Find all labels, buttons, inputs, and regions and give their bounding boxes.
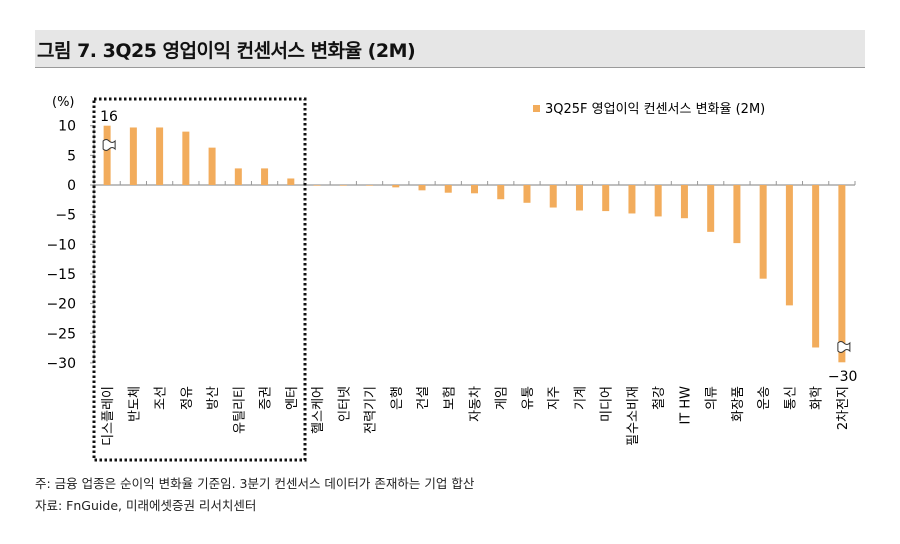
legend-label: 3Q25F 영업이익 컨센서스 변화율 (2M) <box>545 102 765 117</box>
y-tick-label: −25 <box>46 326 76 342</box>
x-tick-label: 유틸리티 <box>232 386 247 434</box>
bar <box>471 185 478 194</box>
bar <box>182 131 190 185</box>
y-tick-label: 5 <box>67 148 76 164</box>
x-tick-label: 반도체 <box>127 386 142 422</box>
bar <box>759 185 767 279</box>
bar <box>812 185 820 348</box>
x-tick-label: 2차전지 <box>836 386 851 430</box>
y-tick-label: −10 <box>46 237 76 253</box>
y-tick-label: −30 <box>46 356 76 372</box>
bar <box>261 168 269 185</box>
bar <box>287 178 295 185</box>
figure-title-bar: 그림 7. 3Q25 영업이익 컨센서스 변화율 (2M) <box>35 30 865 68</box>
x-tick-label: 필수소비재 <box>626 386 641 446</box>
y-tick-label: 0 <box>67 178 76 194</box>
bar <box>418 185 426 191</box>
x-tick-label: 화장품 <box>731 386 746 422</box>
bar <box>392 185 400 188</box>
x-tick-label: 건설 <box>416 386 431 410</box>
y-tick-label: 10 <box>58 119 76 135</box>
bar <box>680 185 688 219</box>
bar <box>549 185 557 208</box>
footnote-note: 주: 금융 업종은 순이익 변화율 기준임. 3분기 컨센서스 데이터가 존재하… <box>35 476 475 491</box>
bar-value-label: −30 <box>828 369 858 385</box>
bar <box>208 147 216 185</box>
bar <box>339 185 347 186</box>
bar-value-label: 16 <box>100 109 118 125</box>
bar <box>575 185 583 211</box>
legend-swatch <box>533 105 540 112</box>
bar <box>838 185 846 363</box>
x-tick-label: 미디어 <box>600 386 615 422</box>
bar <box>602 185 610 212</box>
x-tick-label: IT HW <box>678 386 693 425</box>
x-tick-label: 게임 <box>495 386 510 410</box>
bar <box>234 168 242 185</box>
footnote-source: 자료: FnGuide, 미래에셋증권 리서치센터 <box>35 498 257 513</box>
x-tick-label: 엔터 <box>285 386 300 410</box>
bar <box>654 185 662 217</box>
x-tick-label: 디스플레이 <box>101 386 116 446</box>
y-tick-label: −5 <box>55 208 76 224</box>
bar <box>366 185 374 186</box>
x-tick-label: 기계 <box>573 386 588 410</box>
x-tick-label: 정유 <box>180 386 195 410</box>
x-tick-label: 전력기기 <box>364 386 379 434</box>
x-tick-label: 의류 <box>705 386 720 410</box>
y-axis-unit: (%) <box>52 95 75 110</box>
x-tick-label: 화학 <box>810 386 825 410</box>
x-tick-label: 지주 <box>547 386 562 410</box>
bar <box>444 185 452 193</box>
x-tick-label: 보험 <box>442 386 457 410</box>
legend: 3Q25F 영업이익 컨센서스 변화율 (2M) <box>533 102 765 117</box>
y-tick-label: −20 <box>46 297 76 313</box>
x-tick-label: 조선 <box>154 386 169 410</box>
bar <box>628 185 636 214</box>
bar <box>156 127 164 185</box>
x-tick-label: 운송 <box>757 386 772 410</box>
bar <box>129 127 137 185</box>
highlight-box <box>92 97 307 462</box>
bar <box>313 185 321 186</box>
x-tick-label: 헬스케어 <box>311 386 326 434</box>
y-tick-label: −15 <box>46 267 76 283</box>
bar <box>785 185 793 306</box>
figure-title: 그림 7. 3Q25 영업이익 컨센서스 변화율 (2M) <box>37 40 416 62</box>
bar <box>733 185 741 244</box>
x-tick-label: 통신 <box>783 386 798 410</box>
axis-break-icon <box>102 139 116 151</box>
x-tick-label: 방산 <box>206 386 221 410</box>
x-tick-label: 증권 <box>259 386 274 410</box>
bar <box>497 185 505 200</box>
x-tick-label: 인터넷 <box>337 386 352 422</box>
x-tick-label: 철강 <box>652 386 667 410</box>
bar <box>707 185 715 232</box>
axis-break-icon <box>837 341 851 353</box>
x-tick-label: 유통 <box>521 386 536 410</box>
x-tick-label: 자동차 <box>469 386 484 422</box>
x-tick-label: 은행 <box>389 386 405 410</box>
bar <box>103 125 111 185</box>
bar <box>523 185 531 203</box>
